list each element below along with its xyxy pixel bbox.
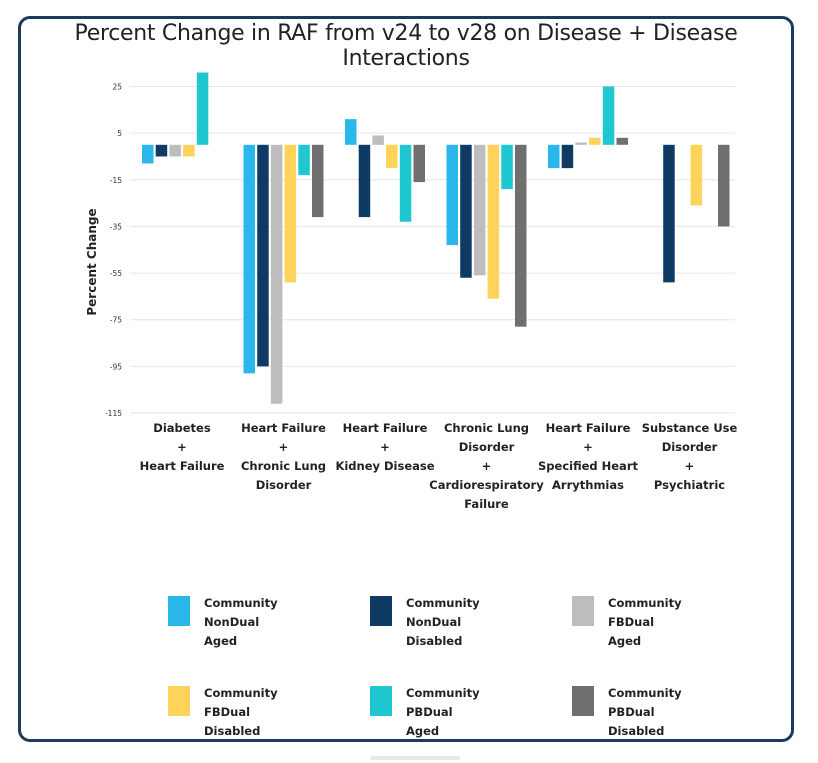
chart-frame: Percent Change in RAF from v24 to v28 on…	[18, 16, 794, 742]
x-tick-label: Disorder	[662, 440, 718, 454]
x-tick-label: +	[279, 440, 289, 454]
x-tick-label: +	[685, 459, 695, 473]
bar	[487, 144, 500, 299]
bar	[575, 142, 587, 145]
bar	[312, 144, 324, 218]
bar	[169, 144, 181, 157]
bar	[386, 144, 398, 169]
bar	[460, 144, 472, 278]
legend-label: Community NonDual Disabled	[406, 596, 480, 648]
bar	[243, 144, 255, 374]
legend-label: Community PBDual Disabled	[608, 686, 682, 738]
legend-item: Community NonDual Aged	[168, 596, 328, 666]
bar	[358, 144, 371, 218]
x-tick-label: Failure	[464, 497, 509, 511]
y-tick-label: -115	[105, 409, 122, 418]
bar	[372, 135, 384, 145]
x-tick-label: Heart Failure	[140, 459, 225, 473]
y-tick-label: -75	[110, 316, 122, 325]
x-tick-label: Diabetes	[153, 421, 211, 435]
x-tick-label: Disorder	[256, 478, 312, 492]
y-tick-label: -15	[110, 176, 122, 185]
bar	[718, 144, 730, 227]
bar	[155, 144, 168, 157]
x-tick-label: Chronic Lung	[444, 421, 529, 435]
bar	[142, 144, 154, 164]
y-tick-label: -95	[110, 362, 122, 371]
x-tick-label: Disorder	[459, 440, 515, 454]
x-tick-label: Cardiorespiratory	[429, 478, 544, 492]
bar	[663, 144, 675, 283]
bar	[515, 144, 527, 327]
legend-swatch	[572, 686, 594, 716]
bar	[690, 144, 703, 206]
bar	[548, 144, 560, 169]
bar	[183, 144, 195, 157]
bar	[602, 86, 615, 145]
legend-item: Community PBDual Disabled	[572, 686, 732, 756]
bar	[284, 144, 297, 283]
bar	[270, 144, 283, 404]
x-tick-label: Arrythmias	[552, 478, 624, 492]
bar	[616, 137, 628, 145]
x-tick-label: +	[583, 440, 593, 454]
bar	[446, 144, 458, 246]
bar	[501, 144, 513, 190]
scroll-handle[interactable]	[370, 756, 460, 760]
legend-label: Community FBDual Disabled	[204, 686, 278, 738]
legend-swatch	[370, 596, 392, 626]
x-tick-label: Substance Use	[642, 421, 738, 435]
y-tick-label: 5	[117, 129, 122, 138]
legend-swatch	[168, 596, 190, 626]
y-tick-label: 25	[112, 83, 122, 92]
legend-label: Community FBDual Aged	[608, 596, 682, 648]
bar	[413, 144, 425, 183]
x-tick-label: Heart Failure	[546, 421, 631, 435]
legend-label: Community PBDual Aged	[406, 686, 480, 738]
bar	[399, 144, 412, 222]
x-tick-label: Heart Failure	[343, 421, 428, 435]
x-tick-label: Kidney Disease	[335, 459, 434, 473]
bar	[345, 119, 357, 145]
x-tick-label: +	[482, 459, 492, 473]
legend-item: Community PBDual Aged	[370, 686, 530, 756]
bar	[196, 72, 209, 145]
y-axis-label: Percent Change	[85, 208, 99, 315]
legend-swatch	[572, 596, 594, 626]
x-tick-label: Heart Failure	[241, 421, 326, 435]
x-tick-label: +	[380, 440, 390, 454]
x-tick-label: +	[177, 440, 187, 454]
bar	[298, 144, 310, 176]
legend-item: Community FBDual Disabled	[168, 686, 328, 756]
x-tick-label: Chronic Lung	[241, 459, 326, 473]
legend-item: Community NonDual Disabled	[370, 596, 530, 666]
chart-title: Percent Change in RAF from v24 to v28 on…	[74, 21, 738, 71]
legend-swatch	[370, 686, 392, 716]
bar	[257, 144, 269, 367]
legend-item: Community FBDual Aged	[572, 596, 732, 666]
legend-swatch	[168, 686, 190, 716]
bar	[473, 144, 486, 276]
x-tick-label: Psychiatric	[654, 478, 725, 492]
bar	[561, 144, 574, 169]
y-tick-label: -35	[110, 222, 122, 231]
bar	[589, 137, 601, 145]
legend-label: Community NonDual Aged	[204, 596, 278, 648]
y-tick-label: -55	[110, 269, 122, 278]
x-tick-label: Specified Heart	[538, 459, 638, 473]
